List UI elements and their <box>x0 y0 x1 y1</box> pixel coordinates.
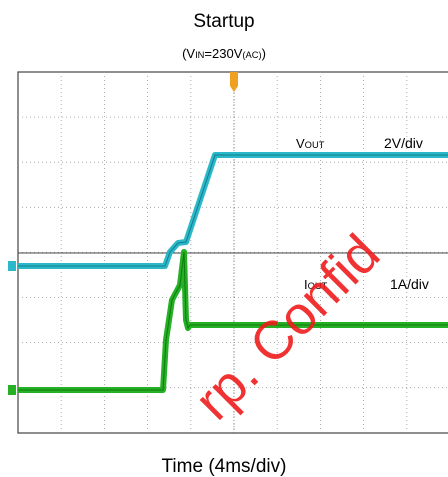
subscript: OUT <box>308 281 328 291</box>
vout-scale: 2V/div <box>384 135 423 151</box>
x-label: Time (4ms/div) <box>162 456 287 477</box>
text-part: =230V <box>204 46 242 61</box>
trigger-marker <box>230 72 238 92</box>
subtitle: (VIN=230V(AC)) <box>182 46 266 61</box>
subscript: IN <box>195 50 204 60</box>
title: Startup <box>193 11 254 32</box>
iout-scale: 1A/div <box>390 276 429 292</box>
text-part: V <box>296 136 305 151</box>
ch1-marker <box>8 261 16 271</box>
ch3-marker <box>8 385 16 395</box>
text-part: ) <box>262 46 266 61</box>
iout-label: IOUT <box>304 277 328 292</box>
subscript: OUT <box>305 140 325 150</box>
iout-trace-core <box>18 251 448 391</box>
text-part: (V <box>182 46 195 61</box>
vout-trace-core <box>18 154 448 267</box>
text-part: I <box>304 277 308 292</box>
subscript: (AC) <box>242 50 261 60</box>
screen <box>8 71 448 434</box>
vout-label: VOUT <box>296 136 325 151</box>
